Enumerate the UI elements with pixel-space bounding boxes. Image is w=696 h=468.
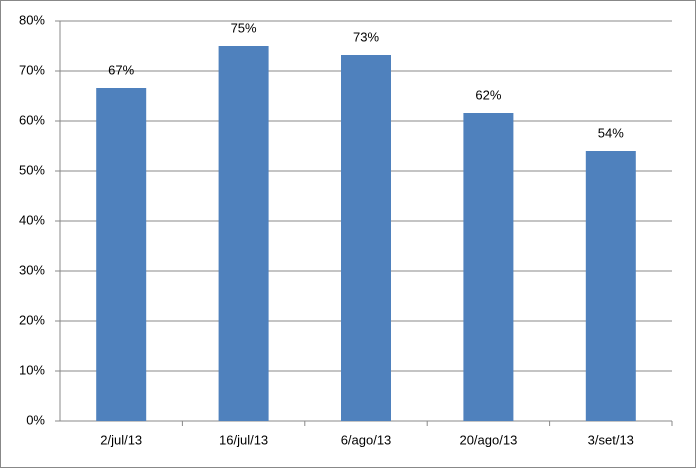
data-label: 62%	[475, 87, 501, 102]
data-label: 73%	[353, 29, 379, 44]
bar	[96, 88, 147, 421]
y-tick-label: 40%	[19, 212, 45, 227]
data-label: 54%	[598, 125, 624, 140]
bar	[218, 46, 269, 421]
x-tick-label: 6/ago/13	[341, 432, 392, 447]
bar	[463, 113, 514, 421]
y-tick-label: 0%	[26, 412, 45, 427]
x-tick-label: 16/jul/13	[219, 432, 268, 447]
y-tick-label: 50%	[19, 162, 45, 177]
data-label: 67%	[108, 62, 134, 77]
bar	[341, 55, 391, 421]
x-tick-label: 3/set/13	[588, 432, 634, 447]
y-tick-label: 10%	[19, 362, 45, 377]
y-tick-label: 60%	[19, 112, 45, 127]
data-label: 75%	[231, 20, 257, 35]
x-tick-label: 2/jul/13	[100, 432, 142, 447]
y-tick-label: 20%	[19, 312, 45, 327]
y-tick-label: 30%	[19, 262, 45, 277]
bar	[585, 151, 636, 421]
x-tick-label: 20/ago/13	[459, 432, 517, 447]
y-tick-label: 80%	[19, 12, 45, 27]
y-tick-label: 70%	[19, 62, 45, 77]
